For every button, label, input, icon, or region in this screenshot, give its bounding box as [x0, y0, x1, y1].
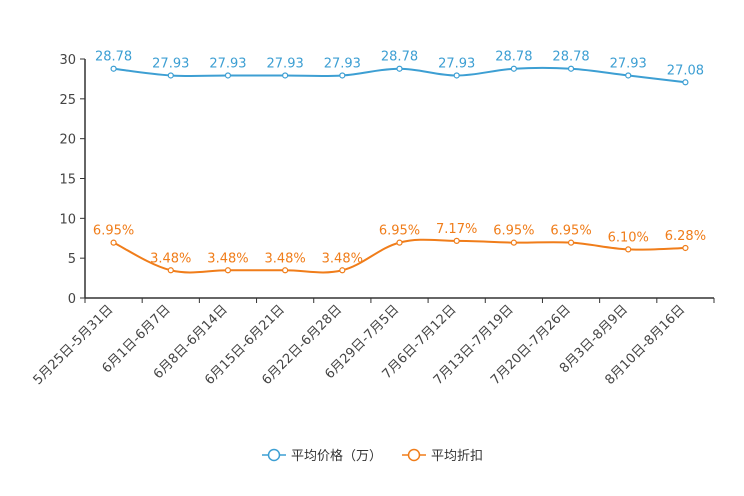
data-label: 27.93 [324, 56, 361, 71]
data-point[interactable] [339, 267, 346, 274]
data-point[interactable] [453, 72, 460, 79]
y-axis: 0 5 10 15 20 25 30 [59, 53, 86, 307]
data-label: 7.17% [436, 222, 477, 237]
data-point[interactable] [282, 267, 289, 274]
series-1: 6.95% 3.48% 3.48% 3.48% 3.48% 6.95% 7.17% 6.95%… [93, 222, 706, 274]
data-label: 28.78 [552, 50, 589, 65]
data-point[interactable] [224, 72, 232, 79]
data-label: 27.93 [209, 56, 246, 71]
data-point[interactable] [567, 65, 575, 72]
y-tick-label: 25 [59, 93, 76, 108]
series-layer: 28.78 27.93 27.93 27.93 27.93 28.78 27.93 28.78… [93, 50, 706, 274]
data-point[interactable] [682, 79, 689, 86]
data-point[interactable] [453, 237, 460, 244]
data-point[interactable] [167, 267, 174, 274]
data-label: 3.48% [264, 251, 305, 266]
data-label: 27.08 [667, 63, 704, 78]
data-point[interactable] [625, 72, 632, 79]
y-tick-label: 20 [59, 133, 76, 148]
x-tick-label: 5月25日-5月31日 [31, 302, 117, 388]
y-tick-label: 30 [59, 53, 76, 68]
x-axis: 5月25日-5月31日6月1日-6月7日6月8日-6月14日6月15日-6月21… [31, 297, 715, 388]
legend-swatch-icon [407, 448, 421, 462]
data-label: 28.78 [381, 50, 418, 65]
data-point[interactable] [282, 72, 289, 79]
data-point[interactable] [396, 239, 403, 246]
data-point[interactable] [567, 239, 575, 246]
data-point[interactable] [625, 246, 632, 253]
y-tick-label: 10 [59, 212, 76, 227]
data-label: 6.95% [93, 224, 134, 239]
legend-label: 平均价格（万） [291, 448, 382, 464]
data-label: 3.48% [322, 251, 363, 266]
legend-item-0[interactable]: 平均价格（万） [262, 448, 382, 464]
y-tick-label: 0 [68, 292, 76, 307]
legend[interactable]: 平均价格（万） 平均折扣 [262, 448, 483, 464]
data-point[interactable] [110, 65, 117, 72]
series-0: 28.78 27.93 27.93 27.93 27.93 28.78 27.93 28.78… [95, 50, 704, 86]
data-point[interactable] [396, 65, 403, 72]
data-label: 3.48% [150, 251, 191, 266]
data-label: 6.10% [608, 230, 649, 245]
data-label: 6.95% [493, 224, 534, 239]
data-label: 27.93 [438, 56, 475, 71]
data-point[interactable] [510, 239, 517, 246]
data-point[interactable] [224, 267, 232, 274]
data-label: 27.93 [267, 56, 304, 71]
data-point[interactable] [682, 244, 689, 252]
legend-swatch-icon [267, 448, 281, 462]
data-label: 3.48% [207, 251, 248, 266]
data-label: 6.95% [379, 224, 420, 239]
y-tick-label: 5 [68, 252, 76, 267]
data-label: 6.28% [665, 229, 706, 244]
legend-label: 平均折扣 [431, 449, 483, 464]
data-label: 28.78 [95, 50, 132, 65]
legend-item-1[interactable]: 平均折扣 [402, 448, 483, 464]
data-point[interactable] [510, 65, 517, 72]
data-point[interactable] [110, 239, 117, 246]
data-point[interactable] [339, 72, 346, 79]
data-label: 27.93 [152, 56, 189, 71]
y-tick-label: 15 [59, 173, 76, 188]
data-label: 6.95% [550, 224, 591, 239]
data-label: 27.93 [610, 56, 647, 71]
data-point[interactable] [167, 72, 174, 79]
data-label: 28.78 [495, 50, 532, 65]
